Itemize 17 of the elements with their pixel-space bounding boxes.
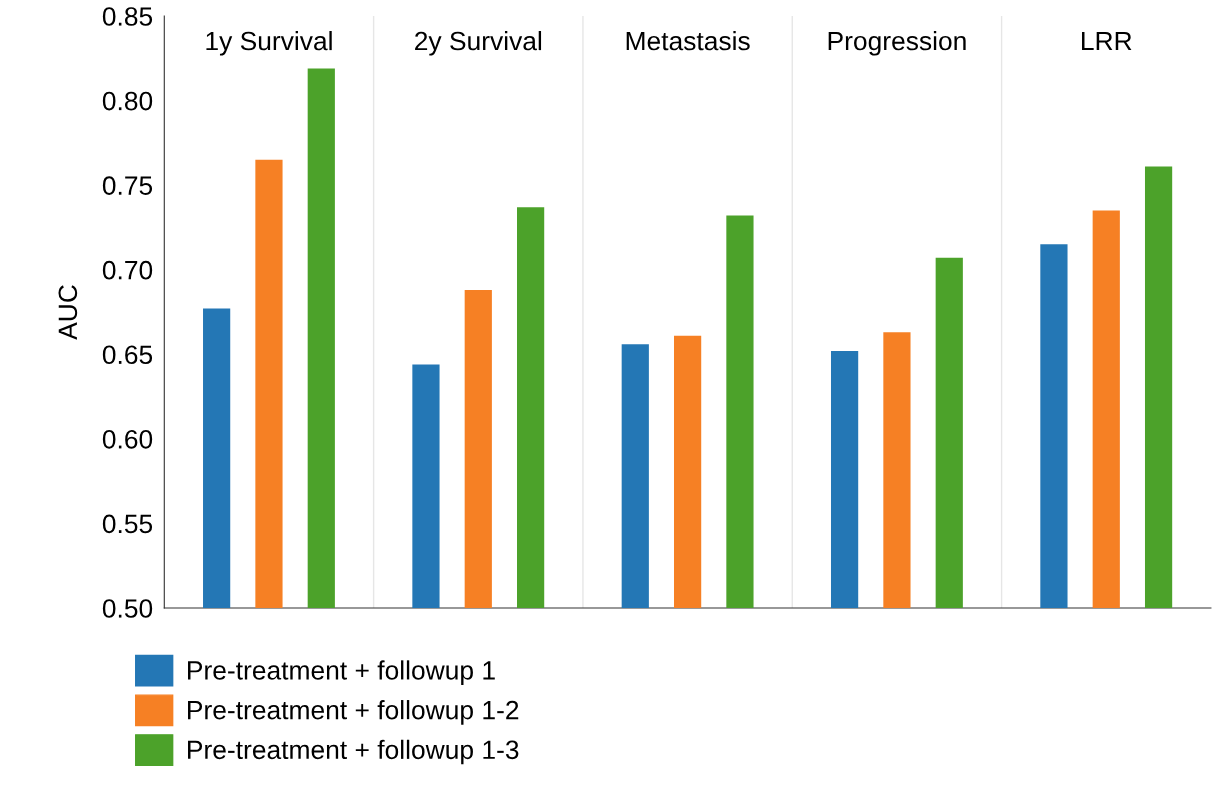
y-tick-label: 0.50 xyxy=(102,599,153,618)
y-tick-label: 0.65 xyxy=(102,345,153,365)
y-tick-label: 0.85 xyxy=(102,7,153,26)
x-tick-label: 2y Survival xyxy=(415,30,542,56)
y-tick-label: 0.80 xyxy=(102,91,153,111)
x-tick-label: Progression xyxy=(828,30,966,56)
x-tick-label: Metastasis xyxy=(626,30,750,51)
y-tick-label: 0.70 xyxy=(102,260,153,280)
legend-label: Pre-treatment + followup 1-3 xyxy=(188,739,519,765)
y-axis-title: AUC xyxy=(58,285,78,340)
y-tick-label: 0.75 xyxy=(102,176,153,195)
y-tick-label: 0.60 xyxy=(102,429,153,449)
x-tick-label: 1y Survival xyxy=(206,30,332,56)
legend-label: Pre-treatment + followup 1 xyxy=(188,660,495,685)
x-tick-label: LRR xyxy=(1082,31,1132,51)
y-tick-label: 0.55 xyxy=(102,514,153,534)
legend-label: Pre-treatment + followup 1-2 xyxy=(188,700,519,725)
